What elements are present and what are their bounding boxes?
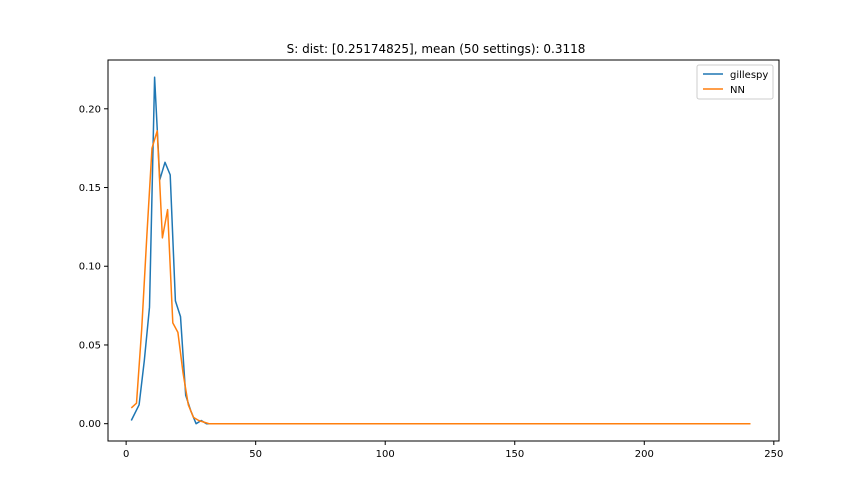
y-tick-label: 0.00 — [79, 419, 101, 430]
y-tick-label: 0.10 — [79, 262, 101, 273]
x-tick-label: 200 — [635, 449, 654, 460]
legend-label-gillespy: gillespy — [730, 70, 768, 81]
y-axis: 0.00 0.05 0.10 0.15 0.20 — [79, 104, 108, 430]
x-tick-label: 0 — [123, 449, 129, 460]
y-tick-label: 0.20 — [79, 104, 101, 115]
x-tick-label: 250 — [764, 449, 783, 460]
series-layer — [130, 76, 751, 425]
legend: gillespy NN — [696, 64, 774, 100]
chart-title: S: dist: [0.25174825], mean (50 settings… — [287, 42, 586, 56]
x-axis: 0 50 100 150 200 250 — [123, 441, 783, 460]
x-tick-label: 150 — [505, 449, 524, 460]
series-line-nn — [130, 130, 751, 425]
legend-label-nn: NN — [730, 85, 745, 96]
plot-area — [107, 59, 780, 442]
x-tick-label: 50 — [249, 449, 262, 460]
axes-frame — [107, 59, 780, 442]
y-tick-label: 0.05 — [79, 340, 101, 351]
y-tick-label: 0.15 — [79, 183, 101, 194]
axes-background — [108, 60, 779, 441]
x-tick-label: 100 — [376, 449, 395, 460]
